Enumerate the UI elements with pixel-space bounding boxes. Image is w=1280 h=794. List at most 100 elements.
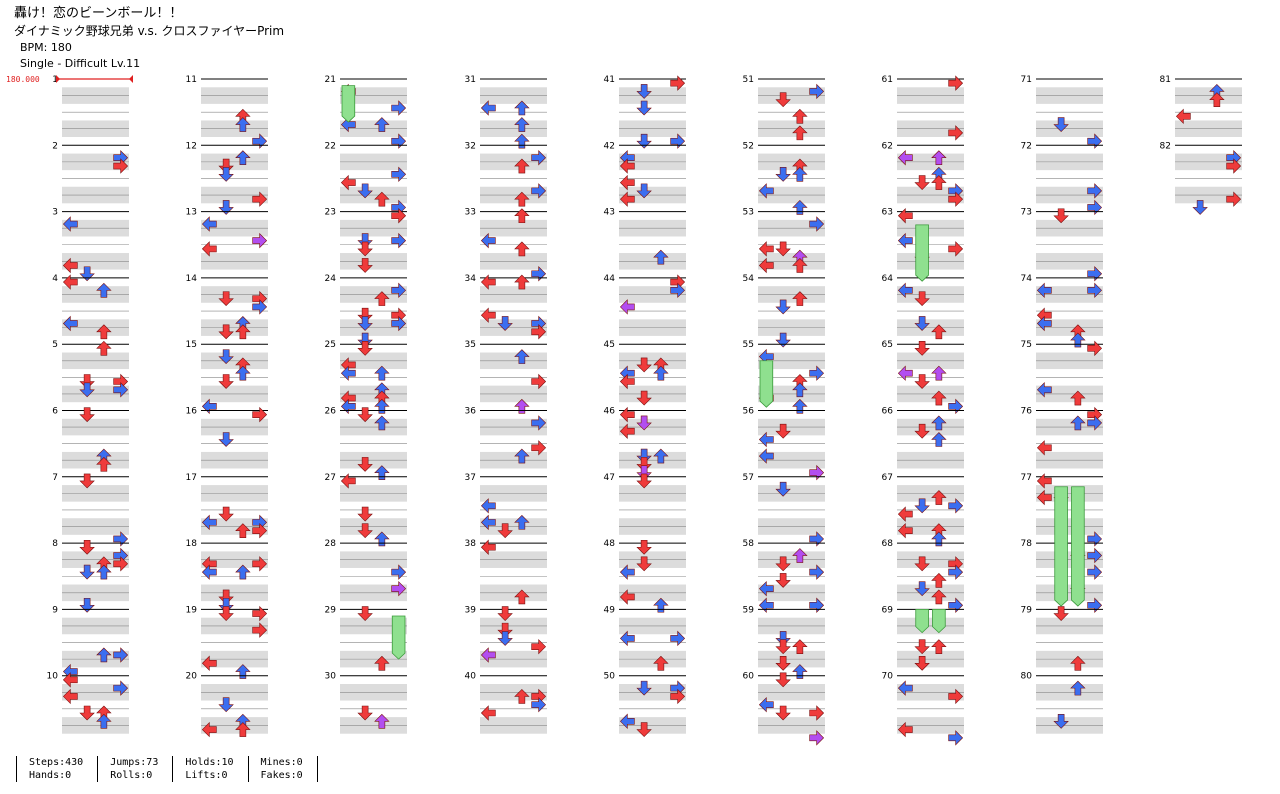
arrow-right-icon [252,133,268,149]
arrow-up-icon [1070,415,1086,431]
measure-number: 6 [52,407,58,417]
arrow-left-icon [480,274,496,290]
arrow-up-icon [514,514,530,530]
arrow-left-icon [619,191,635,207]
arrow-down-icon [636,722,652,737]
arrow-right-icon [531,696,547,713]
measure-number: 82 [1160,141,1171,151]
arrow-right-icon [531,638,547,655]
arrow-down-icon [1053,713,1069,729]
measure [340,78,407,138]
measure-number: 37 [465,473,476,483]
arrow-down-icon [914,655,930,671]
arrow-down-icon [636,100,652,116]
measure-number: 4 [52,274,58,284]
arrow-down-icon [357,341,373,356]
measure-number: 21 [325,75,336,85]
arrow-right-icon [670,75,686,91]
measure [897,277,964,336]
measure [619,410,686,469]
measure [758,410,825,469]
measure [758,78,825,138]
measure-number: 35 [465,340,476,350]
arrow-up-icon [374,117,390,132]
arrow-up-icon [374,415,390,431]
measure-number: 64 [882,274,894,284]
arrow-left-icon [62,216,78,232]
arrow-down-icon [775,299,791,315]
arrow-left-icon [201,216,217,232]
arrow-up-icon [374,291,390,306]
measure [897,410,964,469]
measure-number: 47 [604,473,615,483]
arrow-down-icon [775,655,791,671]
arrow-left-icon [619,630,635,647]
measure-number: 50 [604,672,616,682]
arrow-right-icon [531,373,547,390]
measure-number: 2 [52,141,58,151]
arrow-up-icon [96,324,112,340]
measure [62,277,129,336]
measure [480,476,547,535]
bpm-start-icon [56,75,60,83]
measure-number: 44 [604,274,616,284]
measure-number: 48 [604,539,616,549]
arrow-down-icon [497,523,513,539]
arrow-down-icon [775,556,791,572]
arrow-left-icon [897,721,913,738]
measure-number: 17 [186,473,197,483]
measure-number: 53 [743,208,754,218]
arrow-left-icon [897,150,913,166]
measure [201,277,268,336]
arrow-left-icon [480,232,496,249]
stats-end-divider [316,756,318,782]
measure [619,343,686,403]
arrow-right-icon [531,183,547,199]
measure-number: 78 [1021,539,1033,549]
measure [758,542,825,602]
arrow-down-icon [775,332,791,348]
arrow-right-icon [1087,133,1103,149]
arrow-down-icon [914,374,930,389]
arrow-down-icon [357,241,373,257]
arrow-down-icon [1053,208,1069,224]
measure-number: 16 [186,407,198,417]
arrow-left-icon [201,398,217,415]
measure-number: 67 [882,473,893,483]
arrow-right-icon [948,730,964,746]
arrow-right-icon [252,522,268,539]
arrow-up-icon [514,133,530,149]
arrow-right-icon [809,365,825,381]
arrow-up-icon [235,564,251,580]
arrow-up-icon [792,664,808,679]
arrow-up-icon [374,531,390,547]
arrow-left-icon [897,506,913,522]
measure-number: 80 [1021,672,1033,682]
arrow-right-icon [113,158,129,174]
measure [340,343,407,403]
arrow-down-icon [79,382,95,398]
arrow-up-icon [96,713,112,729]
arrow-up-icon [792,639,808,654]
arrow-right-icon [670,688,686,705]
arrow-down-icon [218,506,234,522]
song-title: 轟け！恋のビーンボール！！ [14,6,183,21]
measure-number: 23 [325,208,336,218]
measure [1036,277,1103,336]
measure [619,211,686,270]
arrow-left-icon [619,158,635,174]
arrow-left-icon [201,721,217,738]
measure-number: 77 [1021,473,1032,483]
arrow-left-icon [340,473,356,489]
arrow-left-icon [201,655,217,671]
arrow-down-icon [357,258,373,273]
arrow-left-icon [1036,489,1052,506]
measure [62,343,129,403]
measure [1036,78,1103,138]
arrow-right-icon [531,266,547,282]
arrow-down-icon [497,631,513,646]
stats-group-mines: Mines:0 Fakes:0 [247,756,317,782]
arrow-up-icon [96,282,112,298]
measure-number: 29 [325,605,337,615]
measure-number: 32 [465,141,476,151]
